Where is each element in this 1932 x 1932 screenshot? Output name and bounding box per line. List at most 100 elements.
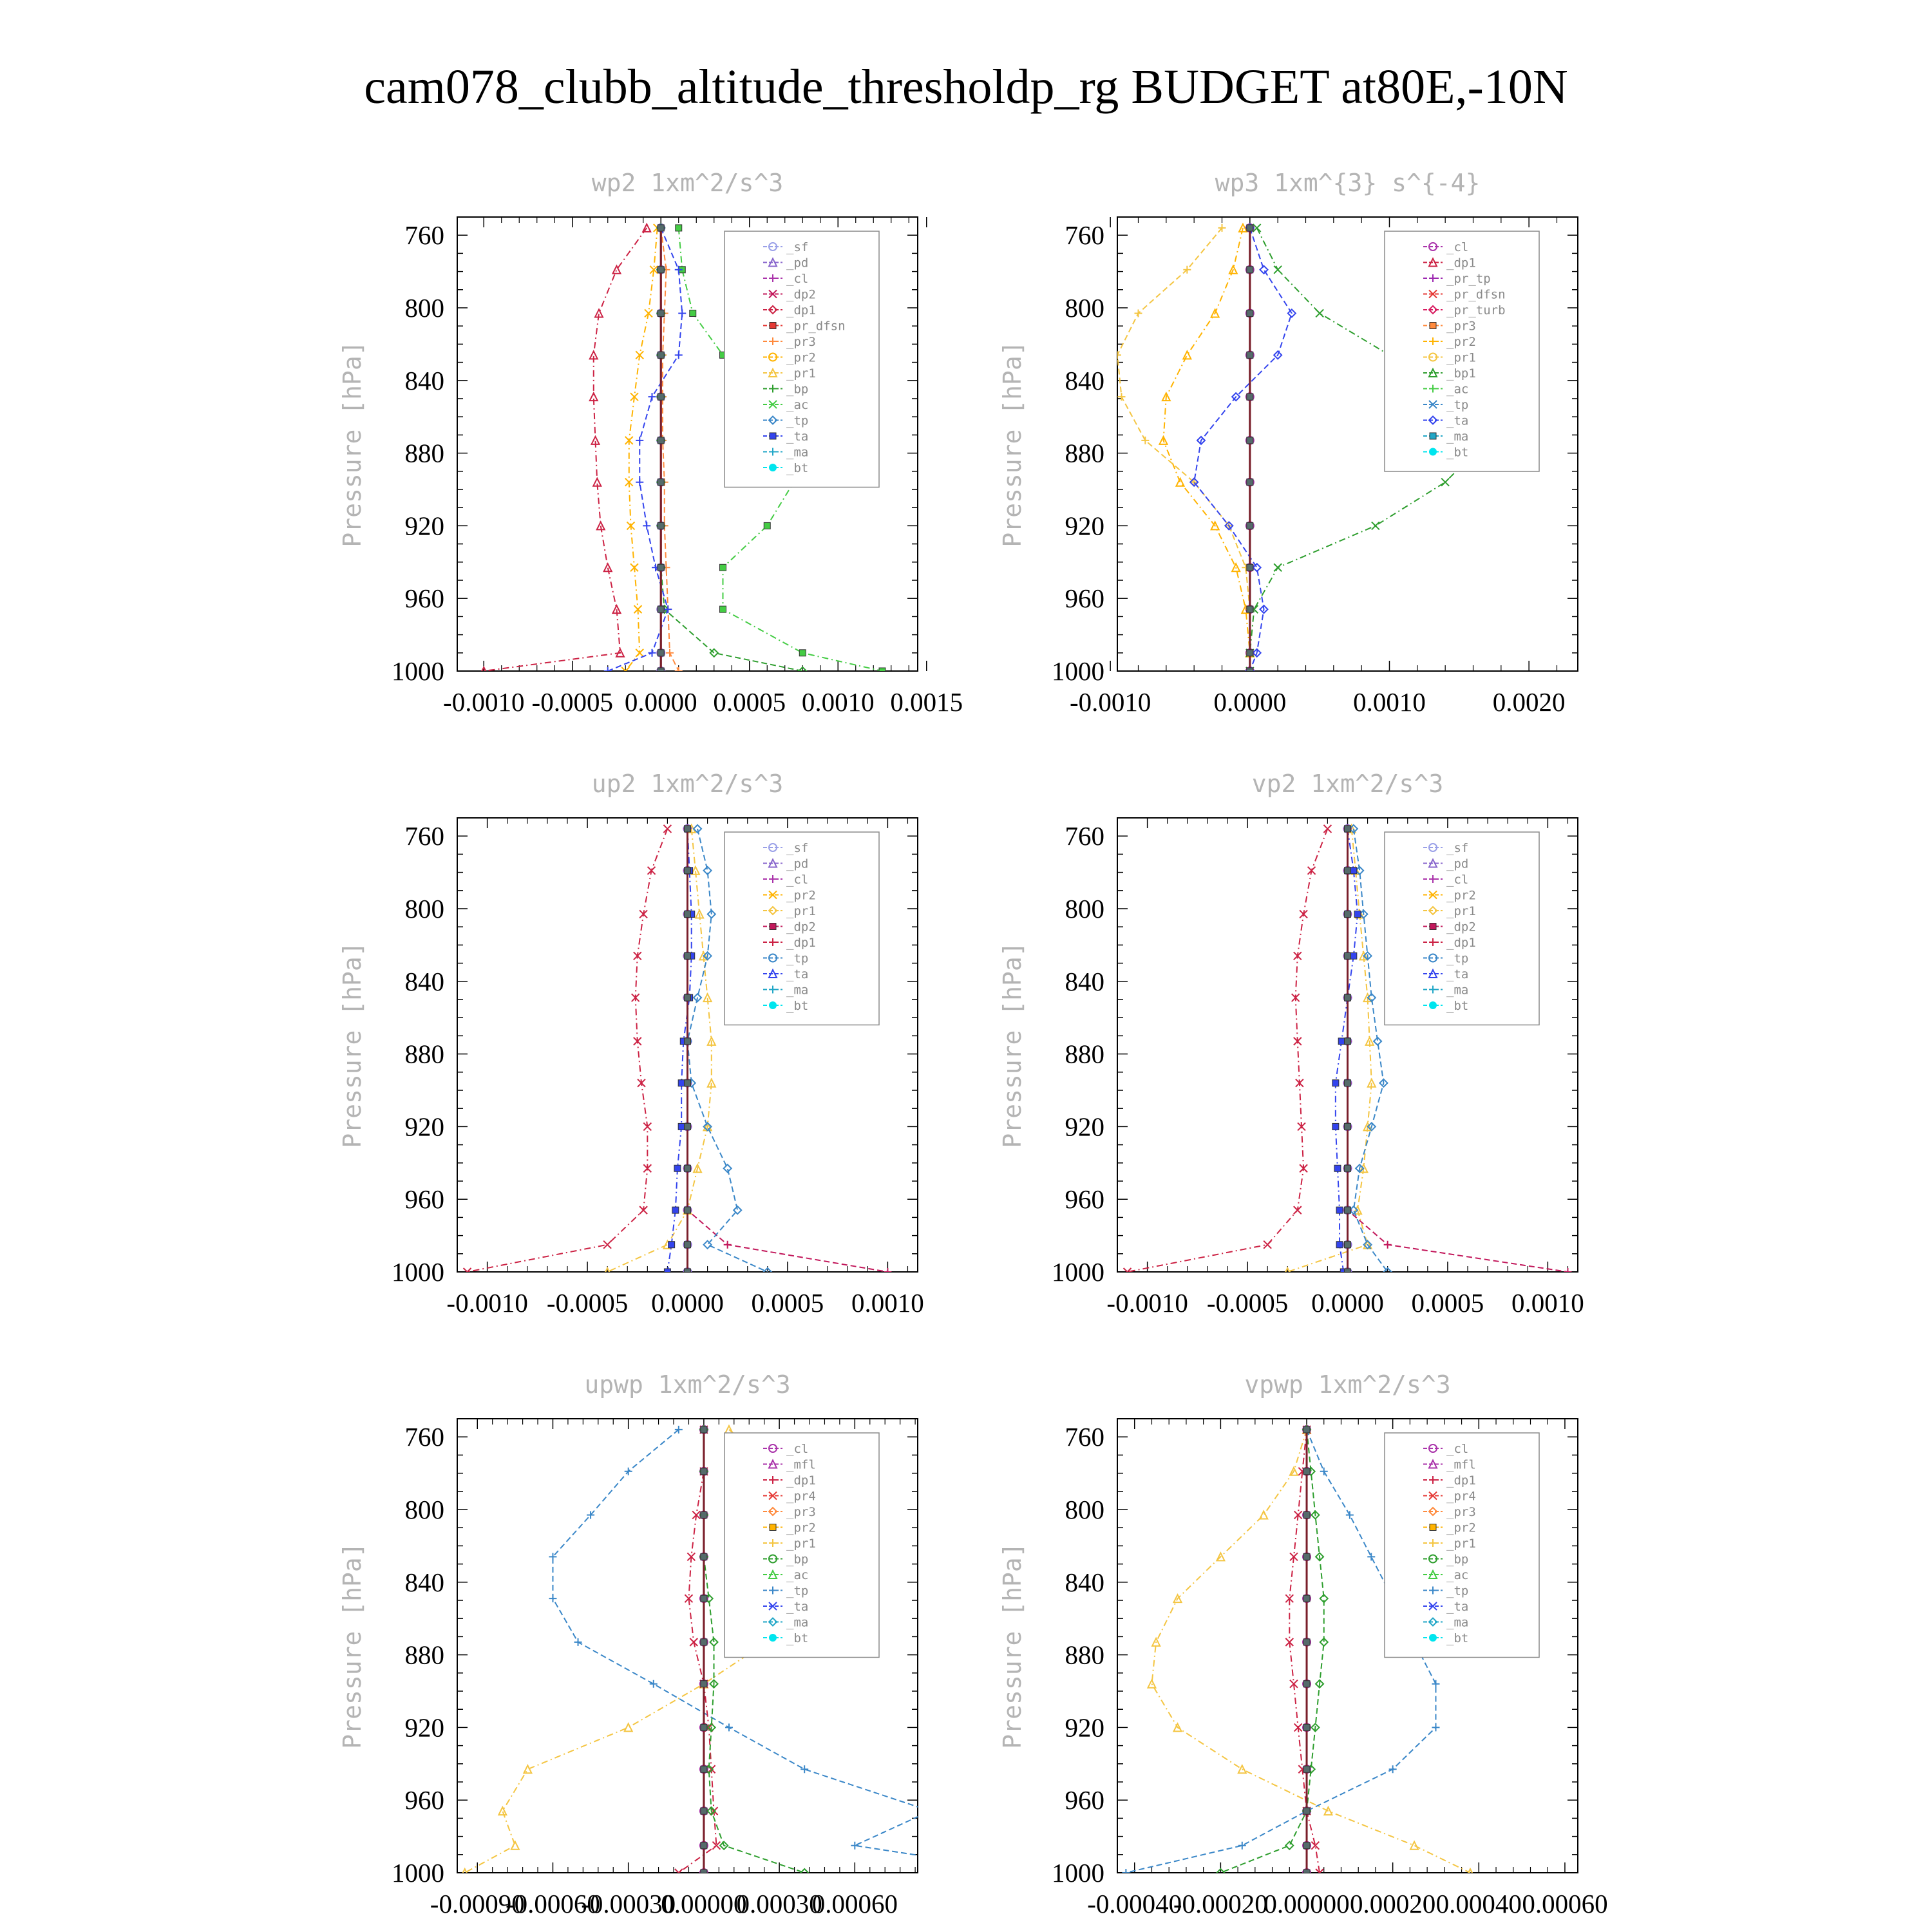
data-point bbox=[678, 309, 687, 317]
legend-label: _pd bbox=[786, 256, 808, 270]
data-point bbox=[851, 1841, 859, 1850]
legend-marker bbox=[769, 923, 777, 930]
legend-label: _bt bbox=[1446, 1631, 1468, 1645]
y-tick-label: 920 bbox=[405, 1712, 445, 1742]
data-point bbox=[1293, 1206, 1302, 1215]
legend-label: _tp bbox=[786, 1584, 808, 1598]
data-point bbox=[677, 1079, 685, 1087]
data-point bbox=[1332, 1079, 1340, 1087]
data-point bbox=[1564, 1268, 1572, 1272]
y-tick-label: 1000 bbox=[392, 656, 444, 686]
legend-marker bbox=[1429, 1524, 1437, 1531]
data-point bbox=[684, 867, 691, 875]
legend-label: _pr3 bbox=[1446, 319, 1476, 334]
data-point bbox=[1344, 1122, 1351, 1130]
x-tick-label: 0.0005 bbox=[752, 1288, 824, 1318]
data-point bbox=[603, 667, 612, 671]
data-point bbox=[1117, 393, 1126, 401]
data-point bbox=[675, 224, 683, 232]
legend-marker bbox=[1428, 305, 1438, 315]
data-point bbox=[1383, 1267, 1393, 1272]
series-line bbox=[1162, 227, 1251, 671]
y-tick-label: 960 bbox=[405, 1785, 445, 1815]
legend-marker bbox=[769, 448, 777, 456]
legend-box bbox=[724, 831, 880, 1026]
data-point bbox=[1303, 1869, 1311, 1873]
data-point bbox=[1289, 1680, 1298, 1689]
data-point bbox=[1303, 1553, 1311, 1560]
legend-box bbox=[724, 231, 880, 488]
data-point bbox=[1285, 1638, 1294, 1647]
x-tick-label: 0.00000 bbox=[661, 1889, 746, 1918]
panel-title: wp3 1xm^{3} s^{-4} bbox=[1215, 169, 1481, 197]
legend-marker bbox=[768, 367, 778, 377]
data-point bbox=[1252, 562, 1262, 573]
data-point bbox=[1379, 1078, 1388, 1088]
legend-label: _sf bbox=[1446, 841, 1468, 855]
data-point bbox=[1344, 994, 1351, 1001]
x-tick-label: -0.00090 bbox=[430, 1889, 525, 1918]
data-point bbox=[1358, 1163, 1368, 1173]
data-point bbox=[637, 1079, 646, 1088]
data-point bbox=[615, 647, 625, 658]
data-point bbox=[633, 605, 643, 614]
legend-marker bbox=[768, 953, 777, 963]
data-point bbox=[648, 393, 656, 401]
series-line bbox=[625, 227, 658, 671]
data-point bbox=[1117, 351, 1121, 359]
data-point bbox=[1340, 1268, 1347, 1272]
data-point bbox=[799, 649, 806, 657]
data-point bbox=[1246, 224, 1254, 232]
legend-label: _cl bbox=[1446, 1442, 1468, 1456]
legend-label: _pr_dfsn bbox=[1446, 288, 1506, 302]
series-line bbox=[1347, 828, 1568, 1272]
legend-label: _pr2 bbox=[786, 889, 816, 903]
data-point bbox=[1246, 605, 1254, 613]
legend-marker bbox=[1428, 367, 1438, 377]
data-point bbox=[694, 909, 705, 919]
data-point bbox=[657, 667, 665, 671]
x-tick-label: -0.0010 bbox=[1070, 687, 1151, 717]
data-point bbox=[1344, 825, 1351, 833]
panel-5: vpwp 1xm^2/s^3 Pressure [hPa] 760 800 840 880… bbox=[998, 1370, 1608, 1918]
legend-label: _bt bbox=[1446, 999, 1468, 1013]
legend-label: _ta bbox=[1446, 414, 1468, 428]
legend-marker bbox=[1428, 1459, 1438, 1469]
legend: _cl _mfl_dp1 _pr4_pr3 _pr2 _pr1 _bp_ac _tp _ta _… bbox=[1384, 1432, 1540, 1658]
data-point bbox=[592, 477, 602, 487]
data-point bbox=[633, 1037, 642, 1046]
series-tp bbox=[549, 1425, 918, 1856]
data-point bbox=[549, 1553, 557, 1561]
legend-label: _pr1 bbox=[786, 904, 816, 918]
data-point bbox=[1175, 477, 1186, 487]
data-point bbox=[719, 605, 726, 613]
legend-marker bbox=[768, 1444, 777, 1453]
series-line bbox=[1151, 1429, 1471, 1873]
legend-marker bbox=[769, 337, 777, 345]
series-line bbox=[660, 227, 803, 671]
data-point bbox=[596, 520, 606, 531]
data-point bbox=[1246, 522, 1254, 529]
legend-marker bbox=[768, 352, 777, 362]
data-point bbox=[1303, 1468, 1311, 1475]
series-pr1 bbox=[1117, 223, 1254, 671]
y-tick-label: 880 bbox=[405, 439, 445, 468]
y-tick-label: 920 bbox=[405, 1112, 445, 1141]
data-point bbox=[663, 1268, 671, 1272]
legend-label: _ma bbox=[1446, 430, 1468, 444]
legend-marker bbox=[768, 1506, 778, 1517]
data-point bbox=[1362, 992, 1373, 1003]
legend-label: _pr2 bbox=[1446, 1521, 1476, 1535]
series-dp1 bbox=[481, 222, 652, 671]
data-point bbox=[1336, 1241, 1343, 1249]
plot-frame bbox=[1117, 1418, 1578, 1873]
y-tick-label: 1000 bbox=[392, 1257, 444, 1287]
plot-area bbox=[481, 222, 886, 671]
legend-marker bbox=[769, 1524, 777, 1531]
data-point bbox=[1363, 951, 1373, 961]
legend-label: _cl bbox=[786, 1442, 808, 1456]
data-point bbox=[709, 1679, 719, 1689]
data-point bbox=[657, 393, 665, 401]
data-point bbox=[1293, 1037, 1302, 1046]
legend-label: _pd bbox=[1446, 857, 1468, 871]
